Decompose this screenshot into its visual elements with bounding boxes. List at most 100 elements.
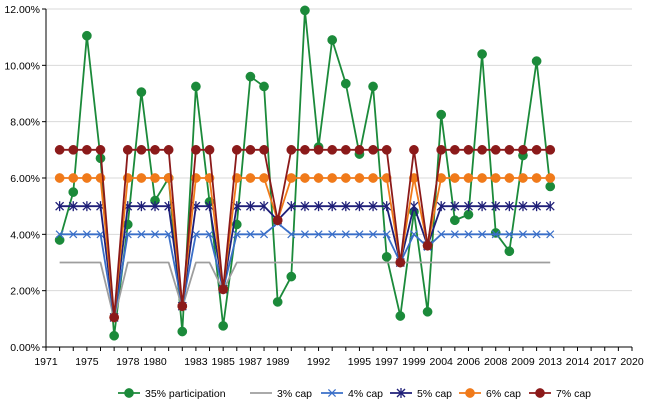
- data-point: [69, 230, 78, 239]
- data-point: [286, 201, 296, 212]
- data-point-stroke: [505, 230, 514, 239]
- data-point: [300, 144, 310, 155]
- data-point-stroke: [191, 230, 200, 239]
- data-point: [259, 144, 269, 155]
- data-point: [409, 144, 419, 155]
- data-point: [463, 173, 474, 183]
- data-point: [300, 173, 310, 183]
- data-point-stroke: [409, 230, 418, 239]
- legend-label: 6% cap: [486, 388, 521, 400]
- data-point: [436, 144, 447, 155]
- data-point: [368, 144, 378, 155]
- data-point: [491, 230, 500, 239]
- data-point: [313, 173, 324, 183]
- data-point: [177, 301, 188, 312]
- data-point-stroke: [546, 230, 555, 239]
- data-point: [340, 78, 351, 89]
- y-axis: 0.00% 2.00% 4.00% 6.00% 8.00% 10.00% 12.00%: [4, 4, 47, 354]
- legend-marker: [327, 388, 337, 398]
- data-point: [272, 215, 283, 226]
- series-layer: [54, 5, 556, 341]
- legend: 35% participation 3% cap 4% cap 5% cap 6% ca…: [118, 388, 591, 400]
- data-point: [381, 252, 392, 262]
- data-point: [245, 201, 255, 212]
- data-point: [218, 284, 229, 295]
- legend-item: 4% cap: [321, 388, 383, 400]
- x-tick-label: 1989: [266, 356, 290, 368]
- series-line: [59, 261, 551, 320]
- data-point-stroke: [137, 230, 146, 239]
- data-point: [382, 201, 392, 212]
- data-point: [340, 144, 351, 155]
- data-point: [246, 230, 255, 239]
- x-tick-label: 1995: [348, 356, 372, 368]
- data-point: [286, 173, 297, 183]
- data-point: [531, 144, 542, 155]
- data-point: [82, 230, 91, 239]
- series-line: [58, 9, 552, 337]
- data-point-stroke: [355, 230, 364, 239]
- data-point: [409, 201, 419, 212]
- data-point: [354, 173, 365, 183]
- data-point: [531, 56, 542, 66]
- series-35-participation: [54, 5, 556, 341]
- data-point: [354, 201, 364, 212]
- data-point: [505, 230, 514, 239]
- data-point: [545, 173, 556, 183]
- data-point: [382, 230, 391, 239]
- data-point: [381, 144, 392, 155]
- data-point-stroke: [491, 230, 500, 239]
- data-point-stroke: [123, 230, 132, 239]
- data-point: [341, 201, 351, 212]
- data-point: [137, 230, 146, 239]
- data-point: [68, 144, 79, 155]
- data-point: [368, 201, 378, 212]
- data-point-stroke: [287, 230, 296, 239]
- data-point: [491, 201, 501, 212]
- data-point: [369, 230, 378, 239]
- y-tick-label: 8.00%: [10, 117, 40, 129]
- data-point: [477, 201, 487, 212]
- data-point: [518, 144, 528, 155]
- data-point: [245, 71, 256, 82]
- data-point: [532, 201, 542, 212]
- data-point: [328, 230, 337, 239]
- data-point: [464, 201, 473, 212]
- data-point: [436, 201, 446, 212]
- data-point: [409, 230, 418, 239]
- data-point: [272, 297, 283, 307]
- data-point: [204, 144, 215, 155]
- data-point-stroke: [369, 230, 378, 239]
- data-point: [136, 87, 147, 97]
- data-point: [150, 173, 160, 183]
- data-point: [136, 173, 147, 183]
- data-point: [449, 215, 460, 226]
- data-point: [518, 173, 528, 183]
- legend-item: 3% cap: [250, 388, 312, 400]
- data-point: [150, 201, 160, 212]
- series-line: [59, 177, 551, 319]
- data-point: [463, 209, 474, 220]
- data-point: [150, 144, 160, 155]
- data-point: [437, 230, 446, 239]
- data-point: [109, 312, 119, 323]
- data-point: [368, 173, 378, 183]
- legend-marker-stroke: [327, 388, 337, 398]
- x-tick-label: 1971: [34, 356, 58, 368]
- data-point: [518, 201, 528, 212]
- legend-label: 5% cap: [417, 388, 452, 400]
- y-tick-label: 4.00%: [10, 229, 40, 241]
- data-point: [490, 173, 501, 183]
- data-point: [54, 235, 65, 245]
- data-point: [286, 271, 297, 282]
- data-point: [545, 181, 556, 192]
- series-4-cap: [55, 219, 555, 322]
- data-point-stroke: [341, 230, 350, 239]
- data-point: [136, 144, 147, 155]
- data-point-stroke: [382, 230, 391, 239]
- legend-marker: [124, 388, 134, 398]
- data-point: [54, 173, 65, 183]
- data-point: [205, 230, 214, 239]
- x-tick-label: 2009: [511, 356, 535, 368]
- legend-item: 5% cap: [390, 388, 452, 400]
